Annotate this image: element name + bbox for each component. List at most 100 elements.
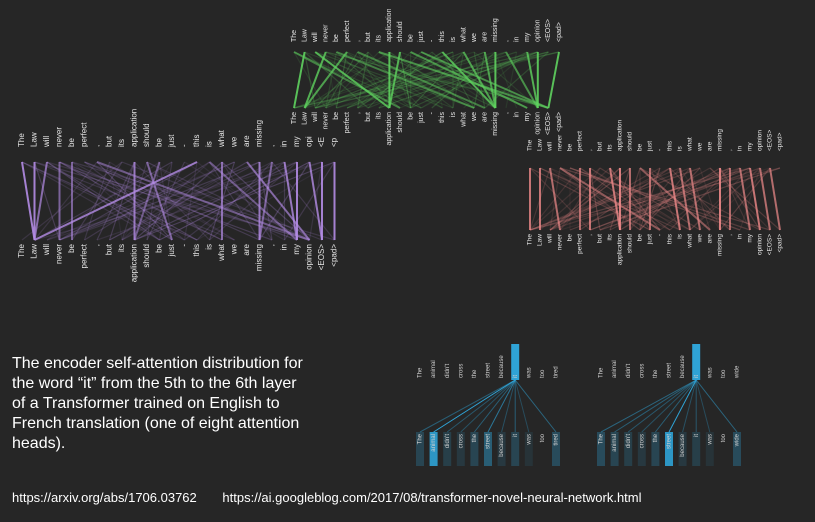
green-top-token: its [376,35,383,43]
purple-bottom-token: never [55,244,64,264]
small-query-highlight [692,344,701,380]
green-weak-link [346,51,486,109]
purple-strong-link [33,161,48,241]
purple-bottom-token: missing [255,244,264,271]
small-key-highlight [552,432,560,466]
green-top-token: - [429,39,436,42]
purple-top-token: its [117,139,126,147]
purple-top-token: never [55,127,64,147]
purple-top-token: perfect [80,122,89,147]
purple-top-token: what [217,129,226,148]
small-top-token: animal [612,360,618,378]
red-top-token: should [627,131,634,151]
green-bottom-token: , [503,112,510,114]
red-weak-link [529,167,751,231]
small-key-highlight [692,432,701,466]
purple-weak-link [271,161,335,241]
small-top-token: street [486,363,492,378]
small-key-highlight [705,432,714,466]
purple-top-token: will [42,136,51,148]
green-strong-link [378,51,549,109]
red-weak-link [549,167,741,231]
blue-attention-small [416,344,741,466]
red-bottom-token: its [607,233,614,240]
green-bottom-token: what [460,112,467,128]
purple-weak-link [34,161,310,241]
purple-strong-link [258,161,273,241]
figure-caption: The encoder self-attention distribution … [12,355,303,452]
red-strong-link [759,167,771,231]
purple-bottom-token: be [67,243,76,252]
red-top-token: application [617,120,624,151]
red-top-token: will [547,141,554,152]
green-top-token: perfect [344,21,351,42]
small-top-token: because [680,355,686,378]
small-bottom-token: tired [554,434,560,446]
red-top-token: missing [717,129,724,151]
small-key-highlight [429,432,438,466]
green-bottom-token: - [429,111,436,114]
red-weak-link [549,167,641,231]
green-weak-link [336,51,486,109]
purple-weak-link [59,161,223,241]
blog-link[interactable]: https://ai.googleblog.com/2017/08/transf… [222,490,642,505]
green-weak-link [441,51,475,109]
purple-bottom-token: is [205,244,214,250]
red-weak-link [689,167,761,231]
green-weak-link [314,51,422,109]
red-top-token: never [557,134,564,151]
green-strong-link [357,51,486,109]
green-top-token: be [407,34,414,42]
purple-strong-link [96,161,310,241]
small-query-highlight [511,344,520,380]
green-strong-link [303,51,327,109]
green-top-token: this [439,31,446,42]
purple-top-token: - [180,144,189,147]
red-bottom-token: is [677,233,684,238]
purple-weak-link [134,161,223,241]
green-top-token: application [386,8,393,42]
small-key-highlight [443,432,452,466]
red-weak-link [529,167,601,231]
red-weak-link [549,167,661,231]
purple-top-token: should [142,123,151,147]
small-bottom-token: the [472,433,478,442]
small-bottom-token: animal [612,434,618,452]
small-bottom-token: cross [639,434,645,448]
green-bottom-token: <pad> [556,112,563,132]
purple-bottom-token: what [217,243,226,262]
purple-strong-link [21,161,36,241]
green-top-token: , [503,40,510,42]
green-weak-link [335,51,348,109]
red-top-token: its [607,144,614,151]
small-attention-link [487,379,516,433]
paper-link[interactable]: https://arxiv.org/abs/1706.03762 [12,490,197,505]
red-bottom-token: will [547,233,554,244]
small-top-token: it [513,375,519,378]
small-bottom-token: street [486,434,492,449]
purple-strong-link [34,161,198,241]
purple-bottom-token: in [280,244,289,250]
small-top-token: The [599,367,605,378]
purple-weak-link [184,161,285,241]
purple-strong-link [308,161,323,241]
purple-top-token: but [105,135,114,147]
green-weak-link [378,51,454,109]
green-weak-link [325,51,549,109]
small-bottom-token: it [694,434,700,437]
red-top-token: we [697,142,704,152]
small-attention-link [514,379,530,433]
purple-strong-link [246,161,311,241]
purple-weak-link [71,161,123,241]
purple-bottom-token: should [142,244,151,268]
green-strong-link [336,51,475,109]
red-weak-link [589,167,751,231]
green-weak-link [357,51,412,109]
purple-strong-link [283,161,298,241]
purple-bottom-token: this [192,244,201,256]
green-weak-link [494,51,518,109]
red-weak-link [539,167,671,231]
green-top-token: opinion [535,19,542,42]
red-weak-link [589,167,691,231]
small-top-token: too [721,369,727,378]
